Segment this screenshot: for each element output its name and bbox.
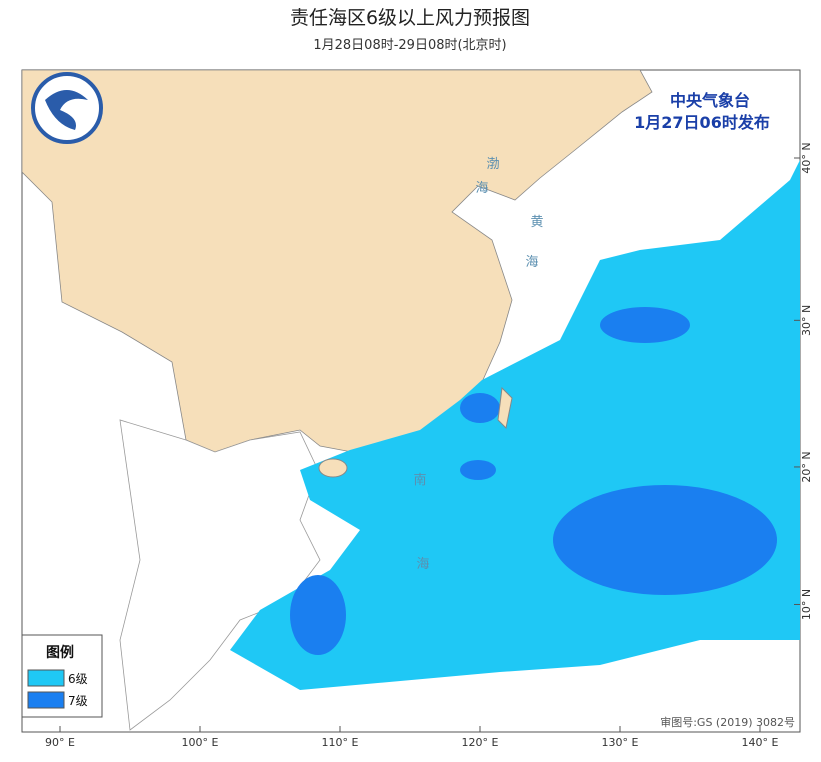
lon-label: 130° E xyxy=(602,736,639,749)
lon-label: 90° E xyxy=(45,736,75,749)
sea-label: 海 xyxy=(416,557,429,572)
hainan xyxy=(318,458,348,478)
legend-label: 6级 xyxy=(68,672,88,686)
sea-label: 海 xyxy=(525,255,538,270)
lon-label: 110° E xyxy=(322,736,359,749)
agency: 中央气象台 xyxy=(670,91,750,110)
sea-label: 海 xyxy=(475,181,488,196)
lon-label: 140° E xyxy=(742,736,779,749)
lat-label: 40° N xyxy=(800,142,813,173)
issued-time: 1月27日06时发布 xyxy=(634,113,770,132)
labels: 90° E 100° E 110° E 120° E 130° E 140° E 10° N… xyxy=(45,142,813,749)
lat-label: 10° N xyxy=(800,589,813,620)
lat-label: 30° N xyxy=(800,305,813,336)
approval: 审图号:GS (2019) 3082号 xyxy=(660,715,795,729)
sea-label: 渤 xyxy=(486,156,499,172)
logo xyxy=(31,72,103,144)
grid xyxy=(59,157,800,732)
sea-label: 黄 xyxy=(530,215,543,230)
legend-items: 6级 7级 xyxy=(27,669,88,709)
lat-label: 20° N xyxy=(800,451,813,482)
legend-label: 7级 xyxy=(68,694,88,708)
lon-label: 100° E xyxy=(182,736,219,749)
taiwan xyxy=(497,386,513,430)
legend-swatch xyxy=(27,669,65,687)
wind-7 xyxy=(290,307,777,655)
map-frame xyxy=(21,69,801,733)
sea-label: 南 xyxy=(413,472,426,488)
legend: 图例 6级 7级 xyxy=(21,634,103,718)
subtitle: 1月28日08时-29日08时(北京时) xyxy=(313,38,506,53)
title: 责任海区6级以上风力预报图 xyxy=(290,7,530,29)
lon-label: 120° E xyxy=(462,736,499,749)
legend-title: 图例 xyxy=(46,644,74,661)
legend-swatch xyxy=(27,691,65,709)
